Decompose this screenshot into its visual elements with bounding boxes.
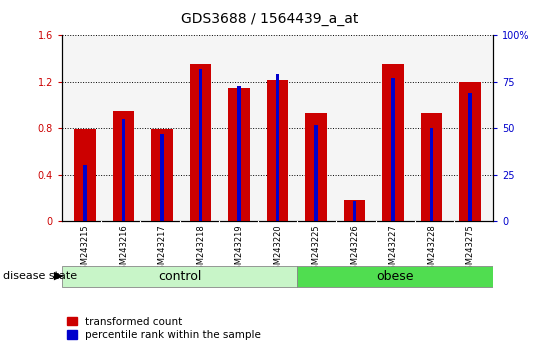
Bar: [391, 78, 395, 221]
Bar: [297, 266, 493, 286]
Polygon shape: [54, 272, 64, 280]
Bar: [160, 134, 164, 221]
Bar: [74, 130, 95, 221]
Bar: [113, 111, 134, 221]
Bar: [306, 113, 327, 221]
Bar: [190, 64, 211, 221]
Text: obese: obese: [376, 270, 414, 282]
Text: disease state: disease state: [3, 271, 77, 281]
Text: GSM243220: GSM243220: [273, 225, 282, 275]
Bar: [353, 201, 356, 221]
Bar: [199, 69, 203, 221]
Bar: [421, 113, 442, 221]
Text: GSM243226: GSM243226: [350, 225, 359, 275]
Bar: [237, 86, 241, 221]
Text: GDS3688 / 1564439_a_at: GDS3688 / 1564439_a_at: [181, 12, 358, 27]
Legend: transformed count, percentile rank within the sample: transformed count, percentile rank withi…: [67, 317, 261, 340]
Text: control: control: [158, 270, 201, 282]
Text: GSM243215: GSM243215: [81, 225, 89, 275]
Bar: [383, 64, 404, 221]
Text: GSM243228: GSM243228: [427, 225, 436, 275]
Bar: [344, 200, 365, 221]
Bar: [83, 166, 87, 221]
Text: GSM243225: GSM243225: [312, 225, 321, 275]
Bar: [151, 130, 172, 221]
Bar: [229, 88, 250, 221]
Bar: [430, 128, 433, 221]
Bar: [459, 82, 481, 221]
Text: GSM243217: GSM243217: [157, 225, 167, 275]
Text: GSM243218: GSM243218: [196, 225, 205, 275]
Text: GSM243275: GSM243275: [466, 225, 474, 275]
Bar: [267, 80, 288, 221]
Text: GSM243219: GSM243219: [234, 225, 244, 275]
Text: GSM243227: GSM243227: [389, 225, 398, 275]
Bar: [314, 125, 318, 221]
Bar: [62, 266, 297, 286]
Text: GSM243216: GSM243216: [119, 225, 128, 275]
Bar: [275, 74, 280, 221]
Bar: [122, 119, 126, 221]
Bar: [468, 93, 472, 221]
